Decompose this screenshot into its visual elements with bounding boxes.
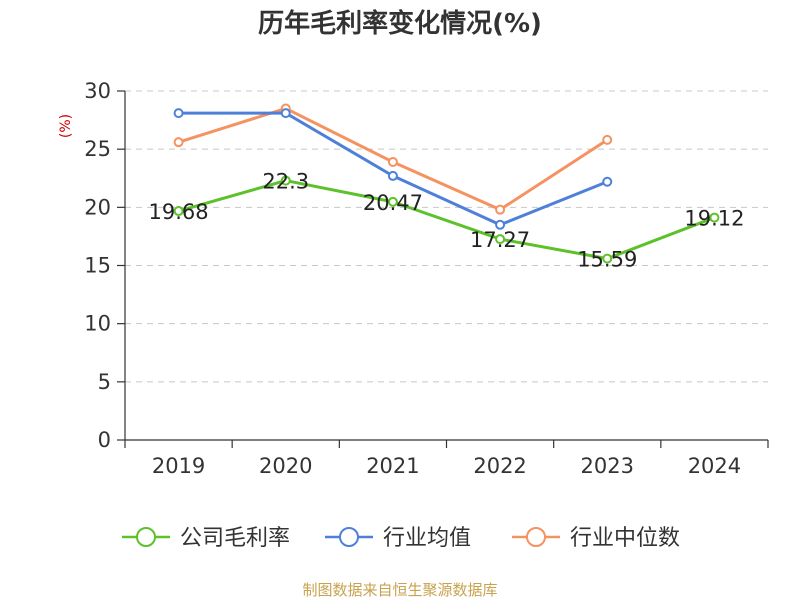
x-tick-label: 2023 bbox=[581, 454, 634, 478]
data-point bbox=[602, 176, 613, 187]
legend-label: 行业均值 bbox=[383, 526, 471, 551]
data-point bbox=[602, 134, 613, 145]
data-point bbox=[173, 137, 184, 148]
y-tick-label: 5 bbox=[98, 370, 111, 394]
legend-label: 行业中位数 bbox=[570, 526, 680, 551]
x-tick-label: 2020 bbox=[259, 454, 312, 478]
x-tick-label: 2019 bbox=[152, 454, 205, 478]
x-tick-label: 2022 bbox=[473, 454, 526, 478]
data-point bbox=[495, 219, 506, 230]
data-label: 15.59 bbox=[577, 248, 637, 272]
y-tick-label: 25 bbox=[84, 137, 111, 161]
data-point bbox=[387, 170, 398, 181]
series-line bbox=[178, 179, 715, 261]
y-tick-label: 30 bbox=[84, 79, 111, 103]
x-tick-label: 2024 bbox=[688, 454, 741, 478]
legend-label: 公司毛利率 bbox=[180, 526, 290, 551]
data-labels: 19.68 22.3 20.47 17.27 15.59 19.12 bbox=[149, 170, 745, 272]
data-point bbox=[709, 212, 720, 223]
data-point bbox=[280, 175, 291, 186]
data-point bbox=[495, 234, 506, 245]
data-point bbox=[387, 156, 398, 167]
chart-title: 历年毛利率变化情况(%) bbox=[258, 8, 542, 39]
y-tick-label: 20 bbox=[84, 195, 111, 219]
legend-marker bbox=[339, 527, 359, 547]
data-point bbox=[173, 206, 184, 217]
data-label: 22.3 bbox=[262, 170, 309, 194]
series-0 bbox=[173, 175, 720, 264]
legend-marker bbox=[526, 527, 546, 547]
legend-item-1[interactable]: 行业均值 bbox=[325, 526, 471, 551]
data-point bbox=[602, 253, 613, 264]
data-point bbox=[173, 108, 184, 119]
data-label: 19.68 bbox=[149, 200, 209, 224]
y-axis-unit: (%) bbox=[58, 114, 74, 138]
grid-lines bbox=[125, 90, 768, 383]
series-group bbox=[173, 103, 720, 264]
y-tick-label: 15 bbox=[84, 254, 111, 278]
y-tick-label: 0 bbox=[98, 428, 111, 452]
x-tick-label: 2021 bbox=[366, 454, 419, 478]
data-point bbox=[495, 204, 506, 215]
axes: 0 5 10 15 20 25 30 2019 2020 2021 2022 2023 2024 bbox=[84, 79, 769, 478]
legend[interactable]: 公司毛利率 行业均值 行业中位数 bbox=[122, 526, 680, 551]
series-1 bbox=[173, 108, 613, 230]
data-point bbox=[280, 108, 291, 119]
legend-marker bbox=[136, 527, 156, 547]
y-tick-label: 10 bbox=[84, 312, 111, 336]
legend-item-2[interactable]: 行业中位数 bbox=[512, 526, 680, 551]
data-label: 20.47 bbox=[363, 191, 423, 215]
data-point bbox=[387, 196, 398, 207]
legend-item-0[interactable]: 公司毛利率 bbox=[122, 526, 290, 551]
data-label: 19.12 bbox=[684, 207, 744, 231]
data-label: 17.27 bbox=[470, 228, 530, 252]
data-source: 制图数据来自恒生聚源数据库 bbox=[302, 581, 497, 599]
